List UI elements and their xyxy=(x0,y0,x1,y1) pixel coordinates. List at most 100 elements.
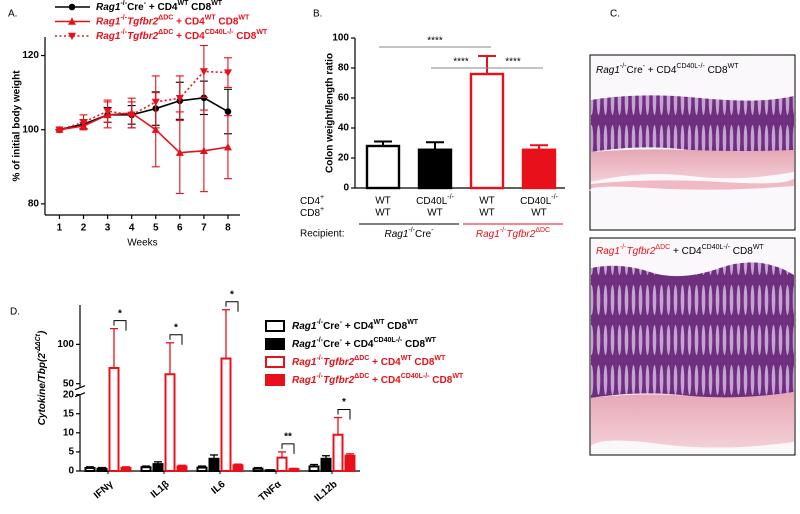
text-segment: -/- xyxy=(447,194,454,201)
error-bar xyxy=(234,463,242,466)
text-segment: -/- xyxy=(316,337,323,344)
text-segment: -/- xyxy=(620,244,627,251)
x-tick-label: 6 xyxy=(177,223,183,234)
legend-marker xyxy=(68,17,76,25)
text-segment: WT xyxy=(238,15,250,22)
text-segment: Cre xyxy=(127,2,144,13)
bar xyxy=(320,457,332,473)
bar xyxy=(196,466,208,473)
legend-label: Rag1-/-Cre- + CD4WT CD8WT xyxy=(292,319,419,331)
error-bar xyxy=(278,451,286,458)
significance-bracket xyxy=(169,334,183,345)
data-point xyxy=(175,148,184,156)
text-segment: CD8 xyxy=(234,31,257,42)
text-segment: - xyxy=(144,0,147,7)
y-tick-label: 0 xyxy=(68,466,74,477)
bar xyxy=(252,467,264,472)
text-segment: CD40L xyxy=(520,196,552,207)
text-segment: + CD4 xyxy=(670,246,702,257)
significance-label: * xyxy=(174,322,178,333)
bar xyxy=(288,468,300,473)
group-label: Rag1-/-Tgfbr2ΔDC xyxy=(476,227,550,239)
category-label: WT xyxy=(479,196,495,207)
text-segment: -/- xyxy=(408,227,415,234)
significance-bracket xyxy=(225,301,239,312)
error-bar xyxy=(426,141,444,150)
y-tick-label: 120 xyxy=(22,50,39,61)
text-segment: - xyxy=(340,337,343,344)
text-segment: CD8 xyxy=(188,2,211,13)
data-line xyxy=(59,112,229,154)
bar xyxy=(521,148,557,190)
text-segment: -/- xyxy=(620,63,627,70)
text-segment: CD4 xyxy=(300,196,320,207)
significance-bracket xyxy=(281,443,295,454)
bar xyxy=(220,357,232,472)
x-tick-label: 2 xyxy=(81,223,87,234)
y-tick-label: 60 xyxy=(338,93,350,104)
text-segment: WT xyxy=(374,319,386,326)
bar xyxy=(84,466,96,472)
text-segment: Rag1 xyxy=(292,357,317,368)
y-tick-label: 20 xyxy=(63,389,75,400)
text-segment: WT xyxy=(753,244,765,251)
data-line xyxy=(59,96,229,131)
text-segment: Rag1 xyxy=(96,2,121,13)
text-segment: Cytokine/Tbp(2 xyxy=(37,353,48,426)
text-segment: CD8 xyxy=(216,16,239,27)
text-segment: - xyxy=(340,319,343,326)
text-segment: -/- xyxy=(316,319,323,326)
text-segment: + CD4 xyxy=(342,339,374,350)
text-segment: -/- xyxy=(551,194,558,201)
significance-label: * xyxy=(230,289,234,300)
bar xyxy=(344,454,356,472)
legend-marker xyxy=(68,3,76,11)
text-segment: ΔDC xyxy=(158,29,173,36)
data-point xyxy=(199,68,208,76)
text-segment: Tgfbr2 xyxy=(127,31,159,42)
x-tick-label: 7 xyxy=(201,223,207,234)
text-segment: WT xyxy=(452,373,464,380)
text-segment: Cre xyxy=(627,65,644,76)
legend-swatch xyxy=(265,320,285,332)
category-label: CD40L-/- xyxy=(416,194,454,206)
legend-swatch xyxy=(265,374,285,386)
text-segment: + CD4 xyxy=(173,31,205,42)
legend-swatch xyxy=(265,338,285,350)
text-segment: ΔDC xyxy=(535,227,550,234)
significance-label: ** xyxy=(284,432,292,443)
data-line xyxy=(59,70,228,131)
text-segment: -/- xyxy=(316,373,323,380)
group-label: Rag1-/-Cre- xyxy=(385,227,435,239)
text-segment: CD8 xyxy=(705,65,728,76)
category-label: CD40L-/- xyxy=(520,194,558,206)
panel-label: C. xyxy=(610,9,620,20)
error-bar xyxy=(478,55,496,74)
text-segment: Tgfbr2 xyxy=(627,246,656,257)
text-segment: Rag1 xyxy=(96,31,121,42)
text-segment: WT xyxy=(401,355,413,362)
data-point xyxy=(151,125,160,133)
significance-bracket xyxy=(113,320,127,331)
legend-label: Rag1-/-Tgfbr2ΔDC + CD4CD40L-/- CD8WT xyxy=(96,29,268,41)
text-segment: Rag1 xyxy=(292,375,317,386)
bar xyxy=(365,144,401,190)
y-tick-label: 50 xyxy=(63,378,75,389)
error-bar xyxy=(310,463,318,467)
y-tick-label: 5 xyxy=(68,447,74,458)
text-segment: Cre xyxy=(323,321,340,332)
x-tick-label: 5 xyxy=(153,223,159,234)
category-label: WT xyxy=(375,196,391,207)
text-segment: WT xyxy=(178,0,190,7)
data-point xyxy=(223,143,232,151)
data-point xyxy=(127,111,136,119)
significance-label: * xyxy=(118,308,122,319)
error-bar xyxy=(374,140,392,146)
text-segment: Rag1 xyxy=(292,321,317,332)
y-axis-label: Colon weight/length ratio xyxy=(325,53,336,173)
row-label: CD8+ xyxy=(300,206,324,218)
text-segment: -/- xyxy=(120,15,127,22)
bar xyxy=(417,148,453,190)
row-label: Recipient: xyxy=(300,229,344,240)
x-tick-label: IL1β xyxy=(149,479,172,501)
